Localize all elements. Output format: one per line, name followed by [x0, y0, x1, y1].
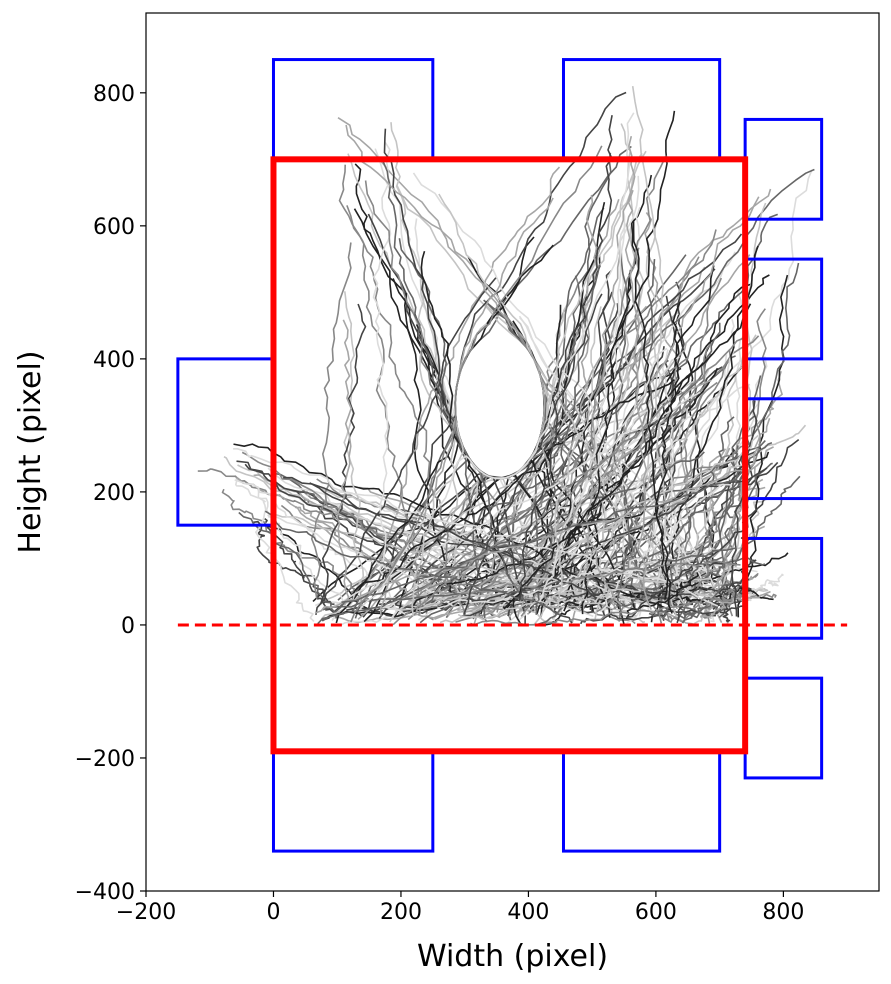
trajectory-line: [480, 152, 643, 611]
trajectory-line: [341, 479, 735, 603]
trajectory-line: [381, 159, 531, 608]
trajectory-line: [599, 483, 732, 613]
y-tick-label: 0: [121, 614, 135, 639]
x-tick-label: −200: [116, 900, 176, 925]
trajectory-line: [378, 233, 743, 619]
trajectory-line: [423, 560, 741, 610]
trajectory-line: [333, 391, 701, 607]
trajectory-line: [503, 303, 752, 610]
y-axis-label: Height (pixel): [13, 350, 48, 553]
x-tick-label: 0: [266, 900, 280, 925]
trajectory-line: [554, 306, 602, 608]
trajectory-line: [264, 510, 561, 616]
y-tick-label: 200: [93, 481, 135, 506]
trajectory-line: [616, 259, 656, 617]
trajectory-line: [315, 277, 497, 616]
trajectory-line: [537, 347, 668, 606]
trajectory-line: [310, 242, 352, 599]
trajectory-line: [350, 145, 603, 623]
trajectory-line: [234, 474, 344, 601]
trajectory-line: [344, 378, 675, 604]
trajectory-line: [223, 456, 565, 617]
trajectory-line: [626, 438, 800, 619]
trajectory-line: [536, 202, 606, 614]
trajectory-line: [441, 572, 711, 601]
y-tick-label: 800: [93, 82, 135, 107]
trajectory-line: [648, 602, 726, 620]
trajectory-line: [345, 124, 623, 606]
trajectory-line: [700, 590, 771, 619]
trajectory-line: [234, 479, 454, 607]
trajectory-line: [338, 164, 467, 616]
trajectory-layer: [197, 85, 815, 626]
plot-frame: [145, 12, 880, 892]
trajectory-line: [309, 482, 604, 601]
x-axis-label: Width (pixel): [417, 939, 608, 974]
arena-border: [270, 156, 749, 755]
trajectory-line: [273, 513, 637, 617]
trajectory-line: [267, 514, 412, 617]
trajectory-line: [392, 336, 747, 626]
trajectory-line: [396, 185, 686, 600]
trajectory-line: [624, 189, 652, 611]
trajectory-line: [362, 91, 627, 618]
trajectory-line: [631, 85, 678, 618]
trajectory-line: [383, 128, 526, 624]
trajectory-line: [652, 416, 735, 607]
trajectory-line: [359, 166, 561, 609]
trajectory-line: [737, 274, 789, 618]
trajectory-line: [654, 301, 681, 600]
trajectory-line: [338, 491, 719, 607]
trajectory-line: [632, 221, 673, 614]
trajectory-line: [317, 451, 705, 625]
trajectory-line: [709, 418, 771, 611]
x-tick-label: 200: [380, 900, 422, 925]
trajectory-line: [372, 142, 397, 618]
x-tick-label: 400: [507, 900, 549, 925]
trajectory-line: [494, 434, 759, 602]
y-tick-label: 400: [93, 348, 135, 373]
trajectory-line: [543, 194, 598, 600]
x-tick-label: 600: [635, 900, 677, 925]
trajectory-line: [676, 444, 748, 624]
trajectory-line: [343, 291, 365, 601]
y-tick-label: −400: [75, 880, 135, 905]
x-tick-label: 800: [762, 900, 804, 925]
y-tick-label: −200: [75, 747, 135, 772]
trajectory-line: [578, 136, 636, 612]
trajectory-line: [336, 319, 352, 606]
trajectory-line: [398, 422, 648, 602]
trajectory-line: [364, 180, 549, 602]
y-tick-label: 600: [93, 215, 135, 240]
trajectory-line: [283, 476, 684, 604]
trajectory-line: [553, 269, 613, 611]
arena-layer: [177, 156, 848, 755]
trajectory-line: [581, 269, 632, 615]
trajectory-line: [390, 122, 462, 613]
trajectory-line: [412, 172, 724, 604]
trajectory-line: [470, 597, 733, 626]
trajectory-line: [594, 288, 630, 620]
trajectory-line: [457, 588, 641, 621]
trajectory-line: [518, 115, 613, 601]
trajectory-line: [731, 400, 758, 617]
